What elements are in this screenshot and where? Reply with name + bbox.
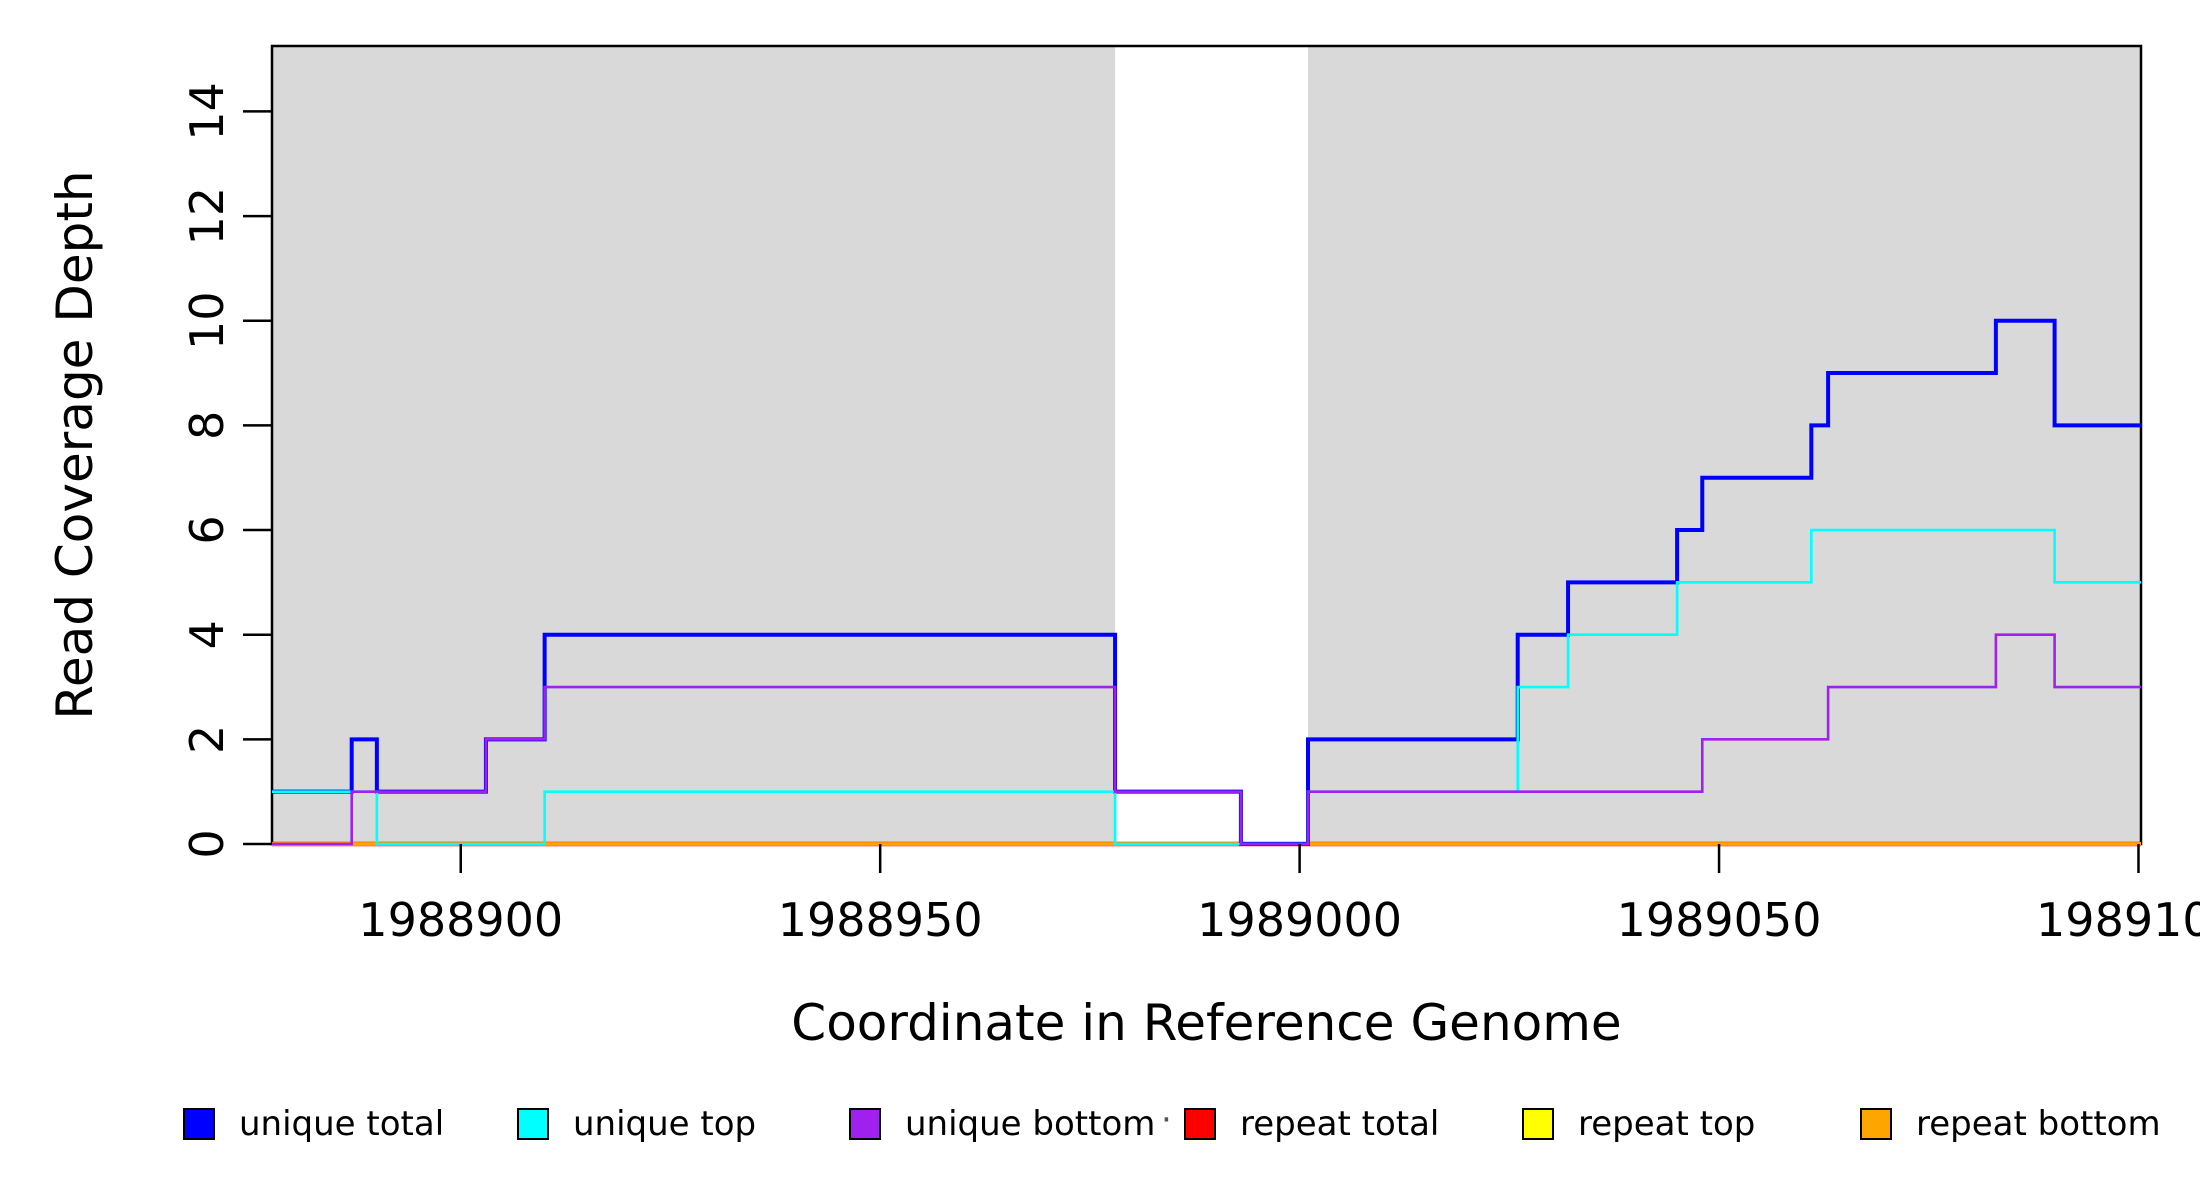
y-tick-label: 2: [180, 725, 234, 754]
legend-label-repeat-total: repeat total: [1240, 1104, 1440, 1144]
legend-label-repeat-bottom: repeat bottom: [1916, 1104, 2161, 1144]
y-tick-label: 4: [180, 620, 234, 649]
legend-swatch-unique-total-icon: [183, 1108, 215, 1140]
legend-swatch-repeat-top-icon: [1522, 1108, 1554, 1140]
legend-item-unique-bottom: unique bottom: [849, 1104, 1155, 1144]
shaded-region-0: [272, 46, 1116, 844]
legend-item-unique-total: unique total: [183, 1104, 444, 1144]
shaded-region-1: [1308, 46, 2141, 844]
y-tick-label: 14: [180, 82, 234, 141]
legend-item-repeat-top: repeat top: [1522, 1104, 1755, 1144]
y-tick-label: 8: [180, 411, 234, 440]
y-axis-title: Read Coverage Depth: [46, 170, 104, 720]
legend-item-repeat-bottom: repeat bottom: [1860, 1104, 2161, 1144]
x-tick-label: 1989050: [1617, 893, 1822, 947]
stray-mark: ·: [1161, 1100, 1172, 1140]
legend-swatch-repeat-total-icon: [1184, 1108, 1216, 1140]
legend-swatch-unique-top-icon: [517, 1108, 549, 1140]
legend-label-unique-total: unique total: [239, 1104, 445, 1144]
x-tick-label: 1989000: [1197, 893, 1402, 947]
x-tick-label: 1988950: [778, 893, 983, 947]
x-axis-title: Coordinate in Reference Genome: [791, 994, 1622, 1052]
series-line-unique-top: [272, 528, 2141, 846]
legend-label-unique-top: unique top: [573, 1104, 757, 1144]
series-line-unique-bottom: [272, 633, 2141, 846]
y-tick-label: 12: [180, 187, 234, 246]
legend-item-repeat-total: repeat total: [1184, 1104, 1439, 1144]
legend-label-unique-bottom: unique bottom: [905, 1104, 1156, 1144]
legend-label-repeat-top: repeat top: [1578, 1104, 1756, 1144]
y-tick-label: 10: [180, 291, 234, 350]
legend-item-unique-top: unique top: [517, 1104, 756, 1144]
legend-swatch-unique-bottom-icon: [849, 1108, 881, 1140]
y-tick-label: 6: [180, 515, 234, 544]
legend-swatch-repeat-bottom-icon: [1860, 1108, 1892, 1140]
y-tick-label: 0: [180, 829, 234, 858]
x-tick-label: 1988900: [358, 893, 563, 947]
